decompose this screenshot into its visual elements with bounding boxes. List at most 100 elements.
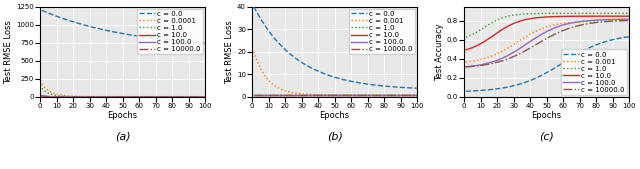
c = 10000.0 <box>135 96 143 98</box>
c = 1.0 <box>288 94 296 96</box>
c = 0.001 <box>559 22 567 24</box>
c = 0.001 <box>250 51 258 53</box>
c = 10000.0 <box>400 94 408 96</box>
c = 100.0 <box>188 96 196 98</box>
c = 0.0 <box>188 41 196 43</box>
c = 100.0 <box>546 29 554 31</box>
c = 100.0 <box>559 24 567 26</box>
c = 10.0 <box>348 94 355 96</box>
c = 10000.0 <box>193 96 201 98</box>
c = 1.0 <box>493 19 501 21</box>
c = 1.0 <box>193 96 201 98</box>
c = 0.001 <box>612 20 620 22</box>
c = 0.001 <box>617 20 625 22</box>
c = 10.0 <box>282 94 289 96</box>
c = 10000.0 <box>122 96 130 98</box>
Y-axis label: Test RMSE Loss: Test RMSE Loss <box>225 20 234 84</box>
Legend: c = 0.0, c = 0.001, c = 1.0, c = 10.0, c = 100.0, c = 10000.0: c = 0.0, c = 0.001, c = 1.0, c = 10.0, c… <box>349 9 415 54</box>
c = 10.0 <box>612 15 620 17</box>
c = 10000.0 <box>38 95 45 97</box>
c = 100.0 <box>348 94 355 96</box>
c = 100.0 <box>462 66 470 68</box>
c = 0.001 <box>500 49 508 51</box>
c = 0.0001 <box>38 83 45 85</box>
c = 1.0 <box>559 12 567 14</box>
c = 100.0 <box>400 94 408 96</box>
c = 0.0 <box>348 80 355 82</box>
c = 100.0 <box>201 96 209 98</box>
c = 1.0 <box>462 36 470 38</box>
c = 1.0 <box>400 94 408 96</box>
c = 1.0 <box>122 96 130 98</box>
c = 0.0 <box>462 90 470 92</box>
Y-axis label: Test Accuracy: Test Accuracy <box>435 23 444 81</box>
c = 0.0 <box>38 9 45 11</box>
c = 1.0 <box>413 94 421 96</box>
c = 100.0 <box>122 96 130 98</box>
c = 10.0 <box>193 96 201 98</box>
c = 100.0 <box>76 96 84 98</box>
c = 100.0 <box>282 94 289 96</box>
c = 100.0 <box>193 96 201 98</box>
c = 0.001 <box>282 90 289 92</box>
c = 10.0 <box>493 32 501 34</box>
c = 10000.0 <box>559 30 567 32</box>
c = 0.0 <box>334 77 342 79</box>
c = 0.001 <box>334 94 342 96</box>
c = 10.0 <box>69 96 77 98</box>
c = 10000.0 <box>405 94 413 96</box>
c = 10000.0 <box>334 94 342 96</box>
c = 0.0 <box>413 87 421 89</box>
X-axis label: Epochs: Epochs <box>532 111 562 120</box>
c = 0.0 <box>135 35 143 37</box>
c = 0.0001 <box>193 95 201 98</box>
c = 10.0 <box>288 94 296 96</box>
c = 10000.0 <box>493 61 501 63</box>
c = 10.0 <box>625 15 633 17</box>
Text: (c): (c) <box>540 131 554 141</box>
c = 0.001 <box>405 94 413 96</box>
c = 0.0001 <box>188 95 196 98</box>
Line: c = 100.0: c = 100.0 <box>466 19 629 67</box>
c = 10000.0 <box>348 94 355 96</box>
c = 10000.0 <box>413 94 421 96</box>
Line: c = 1.0: c = 1.0 <box>466 13 629 37</box>
c = 10.0 <box>76 96 84 98</box>
Legend: c = 0.0, c = 0.001, c = 1.0, c = 10.0, c = 100.0, c = 10000.0: c = 0.0, c = 0.001, c = 1.0, c = 10.0, c… <box>561 50 627 95</box>
c = 0.0 <box>193 42 201 44</box>
c = 10.0 <box>462 49 470 51</box>
c = 0.0001 <box>76 95 84 97</box>
c = 0.0001 <box>122 95 130 98</box>
c = 0.0 <box>612 38 620 40</box>
X-axis label: Epochs: Epochs <box>319 111 349 120</box>
c = 10000.0 <box>462 66 470 68</box>
c = 1.0 <box>69 96 77 98</box>
c = 1.0 <box>612 12 620 14</box>
c = 10000.0 <box>201 96 209 98</box>
Line: c = 0.0: c = 0.0 <box>254 7 417 88</box>
c = 0.001 <box>546 25 554 27</box>
c = 0.0 <box>617 37 625 39</box>
c = 0.001 <box>462 61 470 63</box>
c = 100.0 <box>625 18 633 20</box>
Line: c = 10.0: c = 10.0 <box>42 96 205 97</box>
c = 0.0001 <box>69 95 77 97</box>
c = 100.0 <box>413 94 421 96</box>
c = 10000.0 <box>76 96 84 98</box>
c = 1.0 <box>334 94 342 96</box>
c = 0.0 <box>69 21 77 23</box>
X-axis label: Epochs: Epochs <box>108 111 138 120</box>
c = 10.0 <box>201 96 209 98</box>
c = 0.0 <box>559 62 567 64</box>
c = 10000.0 <box>188 96 196 98</box>
c = 1.0 <box>282 94 289 96</box>
c = 10000.0 <box>625 19 633 21</box>
c = 10.0 <box>38 95 45 97</box>
c = 10.0 <box>500 28 508 30</box>
c = 10000.0 <box>288 94 296 96</box>
c = 0.0 <box>400 87 408 89</box>
c = 1.0 <box>135 96 143 98</box>
c = 100.0 <box>288 94 296 96</box>
c = 10.0 <box>188 96 196 98</box>
c = 0.001 <box>413 94 421 96</box>
